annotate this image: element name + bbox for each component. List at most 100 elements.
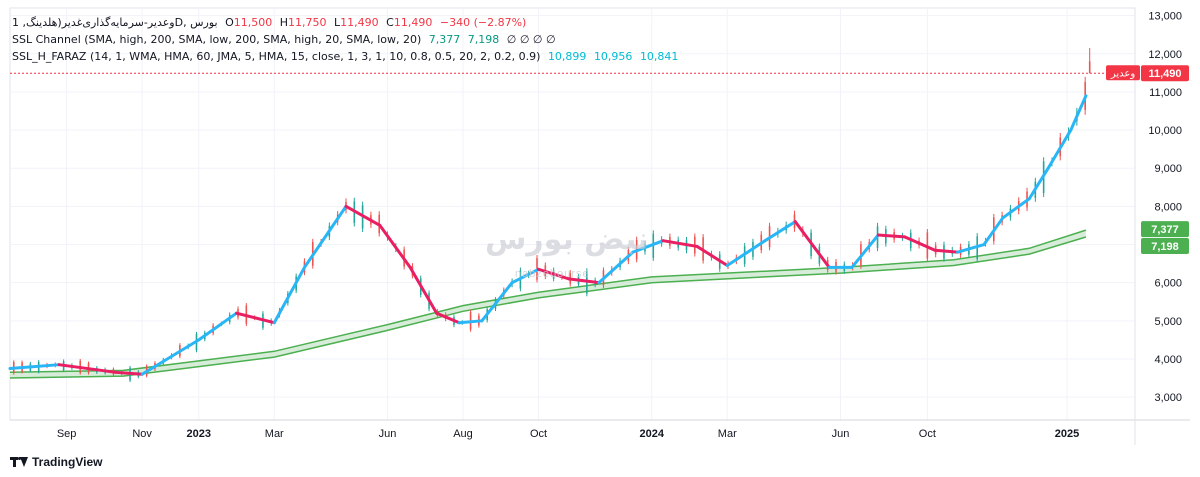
price-tag-symbol: وعدیر (1110, 69, 1136, 80)
y-tick-label: 9,000 (1154, 163, 1182, 175)
ssl-h-faraz-segment (661, 239, 699, 248)
legend-change: −340 (−2.87%) (439, 16, 527, 29)
ssl-h-faraz-segment (457, 319, 484, 325)
legend-symbol-row: وعدیر-سرمایه‌گذاری‌غدیر(هلدینگ, 1D, بورس… (12, 14, 678, 31)
price-tag-value-bg[interactable] (1141, 65, 1189, 82)
x-tick-label: Oct (530, 428, 547, 440)
ssl-h-faraz-segment (763, 220, 797, 243)
ssl-h-faraz-segment (480, 281, 514, 323)
x-tick-label: Jun (379, 428, 397, 440)
ssl-h-faraz-segment (597, 250, 635, 285)
y-tick-label: 8,000 (1154, 201, 1182, 213)
price-tags: وعدیر 11,490 7,377 7,198 (10, 65, 1189, 254)
y-tick-label: 4,000 (1154, 354, 1182, 366)
ssl-h-faraz-segment (537, 267, 571, 281)
ssl-h-faraz-segment (725, 239, 767, 267)
legend-ssl-h-v2: 10,956 (593, 50, 633, 63)
legend: وعدیر-سرمایه‌گذاری‌غدیر(هلدینگ, 1D, بورس… (12, 14, 678, 65)
y-tick-label: 10,000 (1148, 125, 1182, 137)
ssl-h-faraz-segment (1046, 128, 1073, 170)
legend-o-label: O (225, 16, 234, 29)
legend-ssl-channel-label: SSL Channel (SMA, high, 200, SMA, low, 2… (12, 33, 422, 46)
last-candle-body (1088, 61, 1091, 74)
channel-tag-upper: 7,377 (1151, 224, 1179, 236)
ssl-h-faraz-segment (695, 244, 729, 267)
ssl-h-faraz-segment (956, 243, 986, 254)
ssl-h-faraz-segment (302, 204, 348, 269)
ssl-h-faraz-segment (197, 311, 239, 342)
legend-ssl-channel-zeros: ∅ ∅ ∅ ∅ (506, 33, 556, 46)
legend-ssl-channel-row[interactable]: SSL Channel (SMA, high, 200, SMA, low, 2… (12, 31, 678, 48)
x-tick-label: 2025 (1055, 428, 1079, 440)
legend-ssl-h-label: SSL_H_FARAZ (14, 1, WMA, HMA, 60, JMA, 5… (12, 50, 541, 63)
legend-c-value: 11,490 (393, 16, 433, 29)
channel-tag-lower-bg[interactable] (1141, 237, 1189, 254)
x-tick-label: Mar (265, 428, 284, 440)
ssl-h-faraz-segment (510, 267, 541, 285)
y-tick-label: 11,000 (1149, 87, 1182, 99)
x-tick-label: 2024 (640, 428, 665, 440)
ssl-channel (9, 229, 1087, 379)
ssl-h-faraz-segment (378, 223, 412, 269)
channel-tag-lower: 7,198 (1151, 241, 1179, 253)
legend-ssl-channel-v2: 7,198 (467, 33, 500, 46)
legend-ssl-channel-v1: 7,377 (428, 33, 461, 46)
x-tick-label: Aug (453, 428, 473, 440)
ssl-h-faraz-segment (850, 233, 880, 269)
legend-ssl-h-v3: 10,841 (639, 50, 679, 63)
grid-lines (9, 7, 1136, 421)
ssl-h-faraz-segment (344, 204, 382, 227)
ssl-h-faraz-segment (631, 239, 665, 254)
ssl-h-faraz-segment (140, 338, 201, 376)
tradingview-brand-text: TradingView (32, 455, 103, 469)
y-tick-label: 13,000 (1148, 11, 1182, 23)
x-tick-label: Jun (832, 428, 850, 440)
legend-h-value: 11,750 (288, 16, 327, 29)
price-tag-symbol-bg[interactable] (1106, 65, 1140, 81)
tradingview-brand[interactable]: TradingView (10, 455, 102, 469)
ssl-h-faraz-segment (903, 235, 937, 252)
x-tick-label: Sep (57, 428, 77, 440)
watermark-logo: نبض بورس (485, 222, 649, 257)
plot-frame (9, 7, 1136, 421)
watermark-subtext: nabzebourse (515, 268, 590, 280)
x-tick-label: 2023 (187, 428, 211, 440)
ssl-h-faraz-segment (8, 363, 61, 370)
ssl-h-faraz-segment (876, 233, 907, 239)
candlesticks (12, 48, 1091, 382)
legend-l-label: L (334, 16, 341, 29)
legend-ssl-h-row[interactable]: SSL_H_FARAZ (14, 1, WMA, HMA, 60, JMA, 5… (12, 48, 678, 65)
ssl-h-faraz-segment (235, 311, 276, 325)
ssl-h-faraz-segment (567, 277, 601, 285)
ssl-h-faraz-segment (982, 216, 1005, 247)
ssl-h-faraz-line (8, 94, 1088, 376)
x-tick-label: Mar (718, 428, 737, 440)
ssl-h-faraz-segment (1001, 197, 1031, 220)
ssl-h-faraz-segment (57, 363, 118, 374)
ssl-h-faraz-segment (114, 370, 144, 376)
ssl-h-faraz-segment (435, 311, 461, 325)
legend-ssl-h-v1: 10,899 (547, 50, 587, 63)
ssl-h-faraz-segment (1027, 166, 1050, 201)
tradingview-logo-icon (10, 456, 28, 468)
ssl-h-faraz-segment (408, 265, 439, 315)
legend-l-value: 11,490 (340, 16, 379, 29)
legend-h-label: H (279, 16, 289, 29)
ssl-h-faraz-segment (793, 220, 831, 269)
legend-o-value: 11,500 (233, 16, 273, 29)
legend-symbol[interactable]: وعدیر-سرمایه‌گذاری‌غدیر(هلدینگ, 1D, بورس (12, 16, 218, 29)
channel-tag-upper-bg[interactable] (1141, 221, 1189, 238)
ssl-channel-upper-line (9, 229, 1087, 374)
ssl-h-faraz-segment (272, 265, 306, 325)
x-tick-label: Oct (919, 428, 936, 440)
ssl-h-faraz-segment (1069, 94, 1088, 132)
y-tick-label: 3,000 (1154, 392, 1182, 404)
y-tick-label: 6,000 (1154, 278, 1182, 290)
price-tag-value: 11,490 (1148, 68, 1181, 80)
x-tick-label: Nov (132, 428, 152, 440)
legend-c-label: C (386, 16, 394, 29)
ssl-h-faraz-segment (933, 248, 960, 254)
y-tick-label: 12,000 (1148, 49, 1182, 61)
y-tick-label: 5,000 (1154, 316, 1182, 328)
